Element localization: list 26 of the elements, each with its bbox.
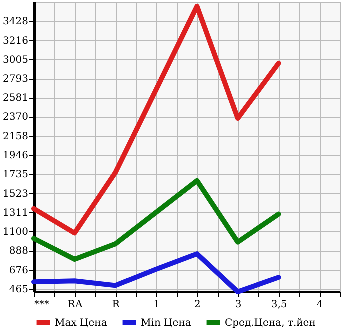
- y-tick-label: 1523: [3, 188, 28, 200]
- y-tick-label: 1735: [3, 170, 28, 181]
- y-tick-label: 888: [9, 246, 28, 258]
- y-tick-label: 676: [9, 265, 28, 276]
- legend-label: Сред.Цена, т.йен: [225, 318, 316, 329]
- x-tick-label: RA: [68, 300, 84, 310]
- y-tick-label: 3216: [3, 36, 28, 47]
- y-tick-label: 1311: [3, 208, 28, 219]
- y-tick-label: 3428: [3, 16, 28, 28]
- x-tick-label: R: [112, 300, 120, 310]
- y-tick-label: 1100: [3, 226, 28, 238]
- x-tick-label: 1: [154, 300, 160, 310]
- y-tick-label: 3005: [3, 54, 28, 66]
- x-tick-label: 3,5: [271, 300, 288, 310]
- y-tick-label: 2158: [3, 131, 28, 142]
- y-tick-label: 2793: [3, 74, 28, 86]
- y-tick-label: 2370: [3, 112, 28, 124]
- x-tick-label: ***: [34, 300, 50, 310]
- legend-label: Min Цена: [141, 318, 192, 329]
- x-tick-label: 4: [316, 300, 324, 310]
- y-tick-label: 2581: [3, 93, 28, 104]
- legend-label: Max Цена: [55, 318, 108, 329]
- x-tick-label: 2: [194, 300, 201, 310]
- y-tick-label: 1946: [3, 150, 28, 162]
- x-tick-label: 3: [235, 300, 242, 310]
- y-tick-label: 465: [9, 284, 28, 296]
